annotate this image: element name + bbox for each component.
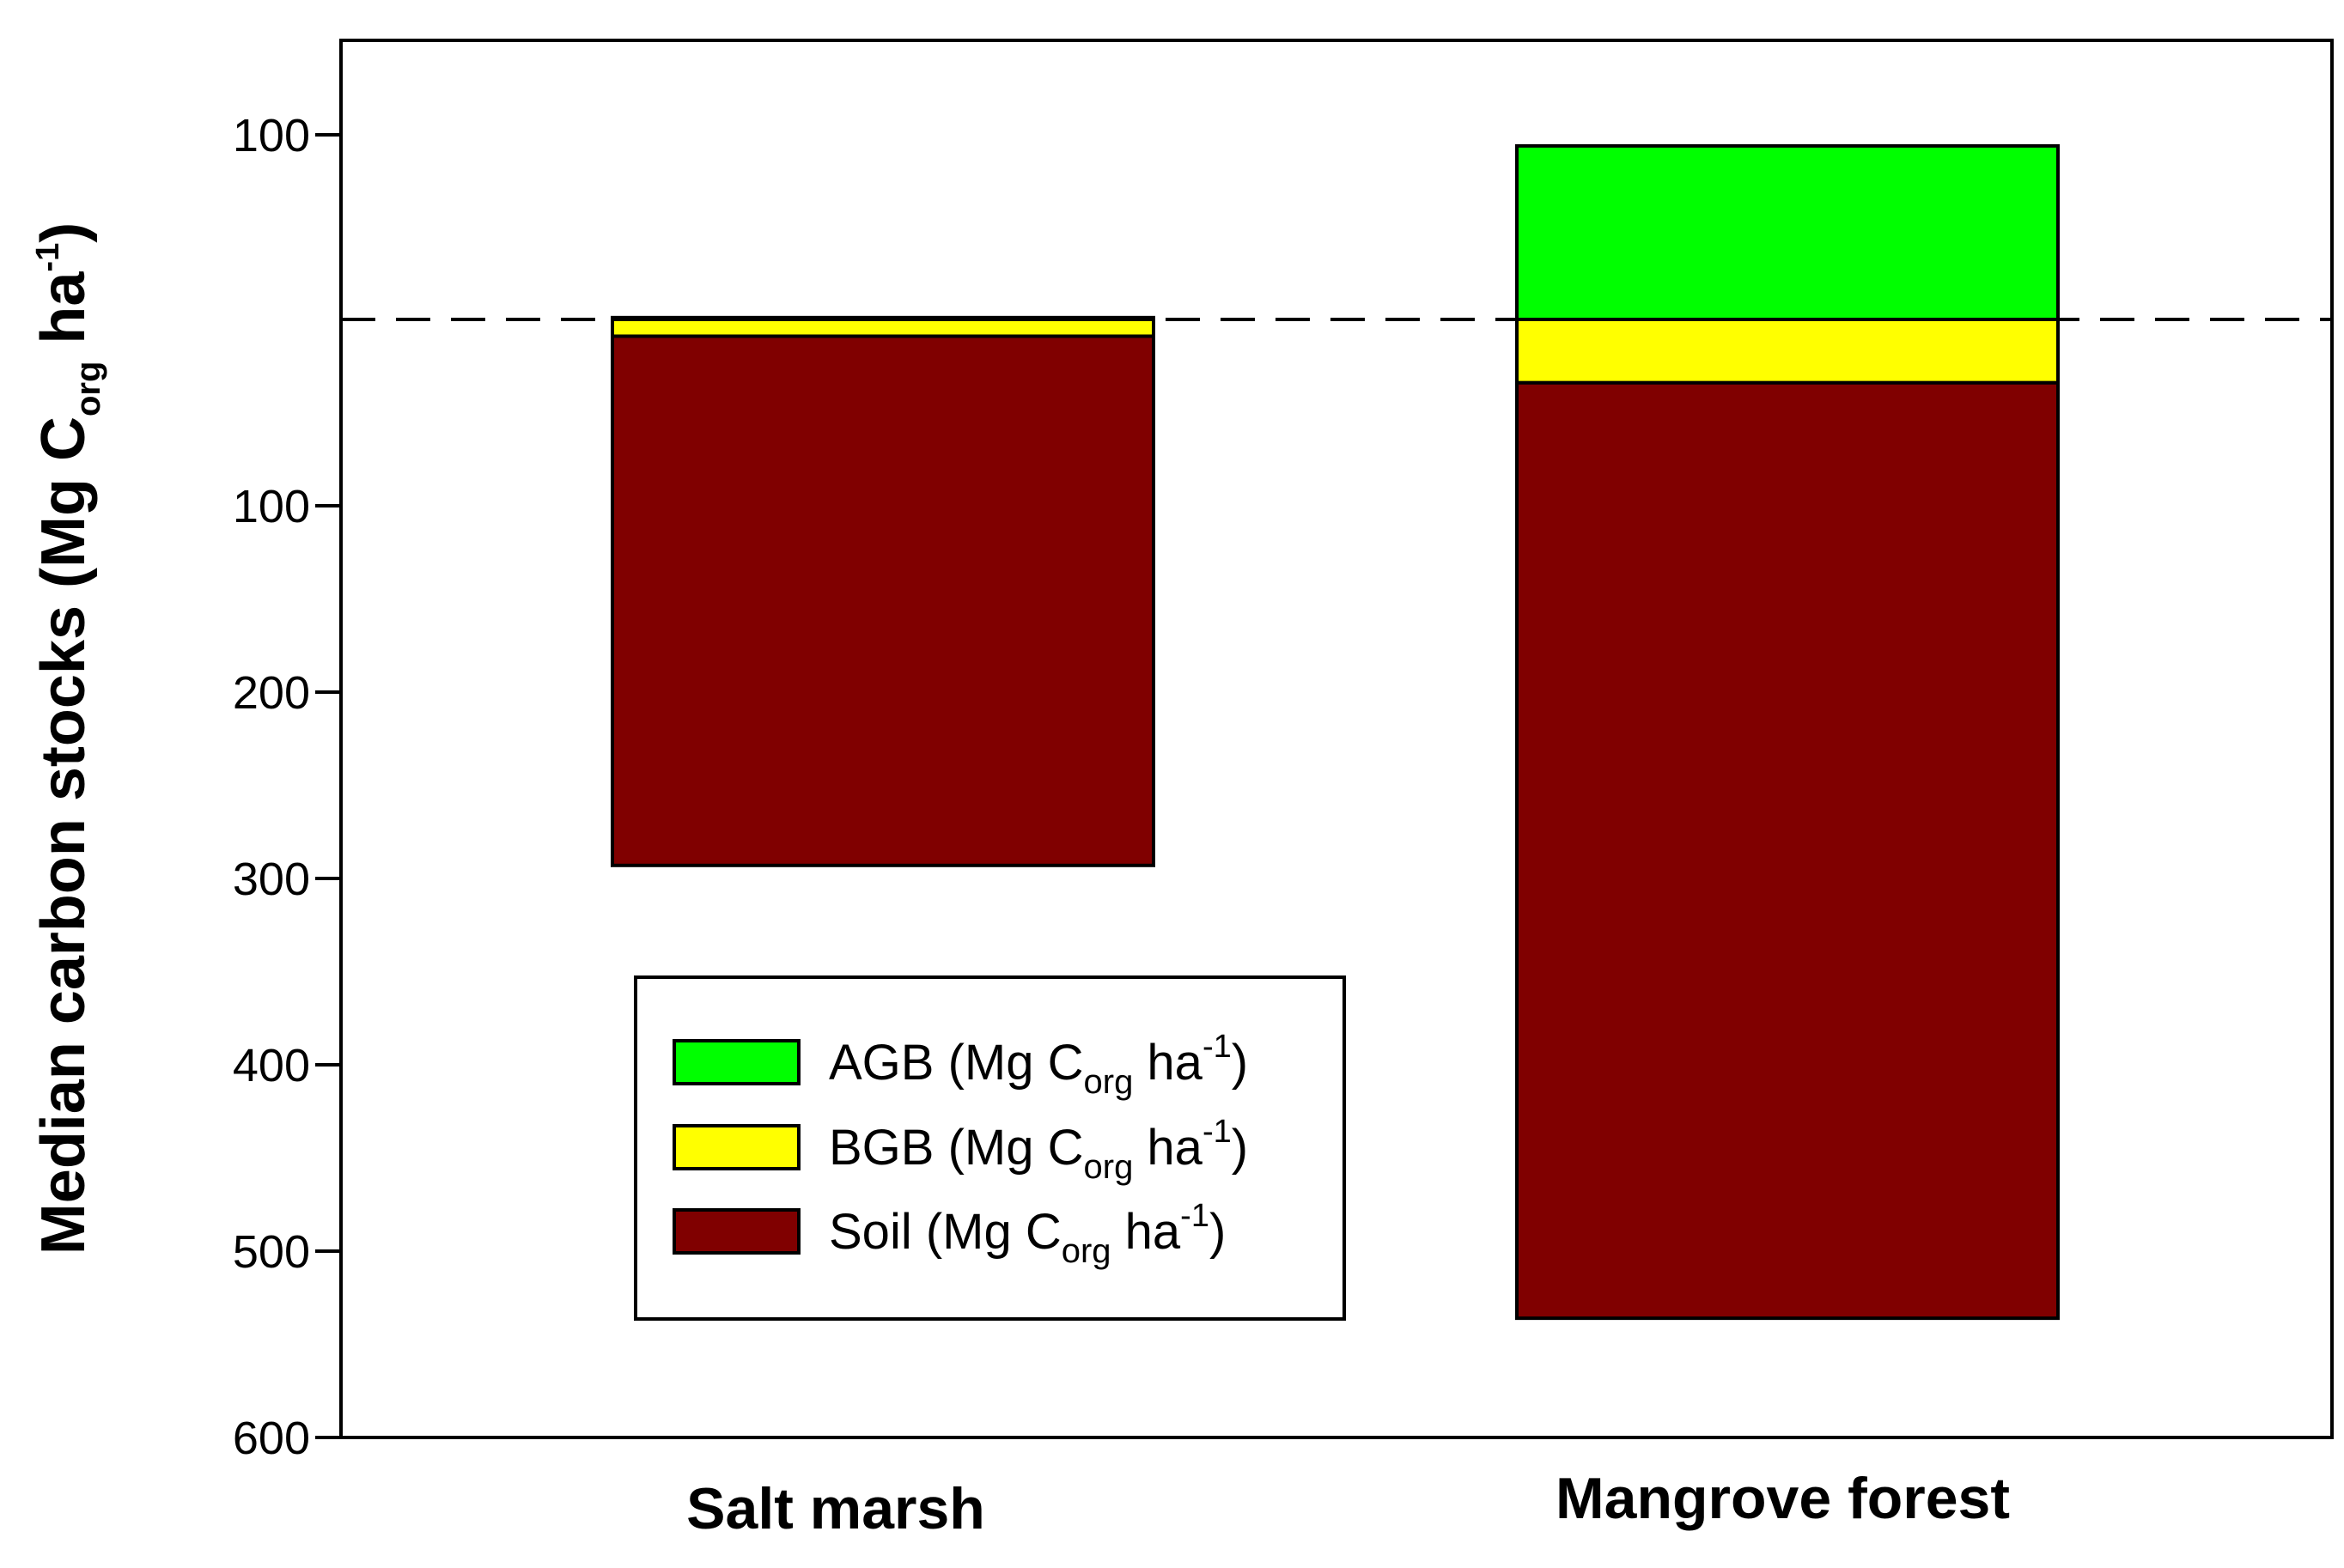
bar-agb-mangrove-forest [1515,143,2060,321]
y-tick-label-down-600: 600 [233,1413,310,1464]
category-label-salt-marsh: Salt marsh [686,1476,985,1541]
y-axis-title-close: ) [29,222,98,243]
x-axis: Salt marsh Mangrove forest [686,1466,2010,1541]
legend-swatch-agb [673,1039,801,1085]
category-label-mangrove-forest: Mangrove forest [1556,1466,2010,1531]
y-axis-title-main: Median carbon stocks (Mg C [29,416,98,1255]
y-axis-title-sup: -1 [30,243,66,272]
legend-label-bgb: BGB (Mg Corg ha-1) [829,1114,1248,1186]
legend: AGB (Mg Corg ha-1) BGB (Mg Corg ha-1) Soil… [634,975,1346,1321]
plot-frame [339,39,2334,1439]
legend-label-soil: Soil (Mg Corg ha-1) [829,1198,1226,1270]
y-tick-label-down-100: 100 [233,481,310,532]
y-axis-title: Median carbon stocks (Mg Corg ha-1) [29,222,107,1255]
y-tick-label-down-500: 500 [233,1226,310,1278]
legend-label-agb: AGB (Mg Corg ha-1) [829,1029,1248,1101]
y-axis-title-sub: org [70,362,107,416]
y-axis: 100 100 200 300 400 500 600 [233,110,341,1464]
legend-swatch-soil [673,1208,801,1255]
y-tick-label-down-400: 400 [233,1040,310,1091]
bars-layer [611,143,2060,1321]
y-tick-label-down-300: 300 [233,854,310,905]
y-axis-title-mid: ha [29,271,98,362]
bar-bgb-mangrove-forest [1515,318,2060,385]
bar-soil-salt-marsh [611,334,1155,867]
bar-soil-mangrove-forest [1515,380,2060,1321]
bar-bgb-salt-marsh [611,318,1155,338]
legend-swatch-bgb [673,1124,801,1170]
y-tick-label-up-100: 100 [233,110,310,161]
y-tick-label-down-200: 200 [233,667,310,719]
